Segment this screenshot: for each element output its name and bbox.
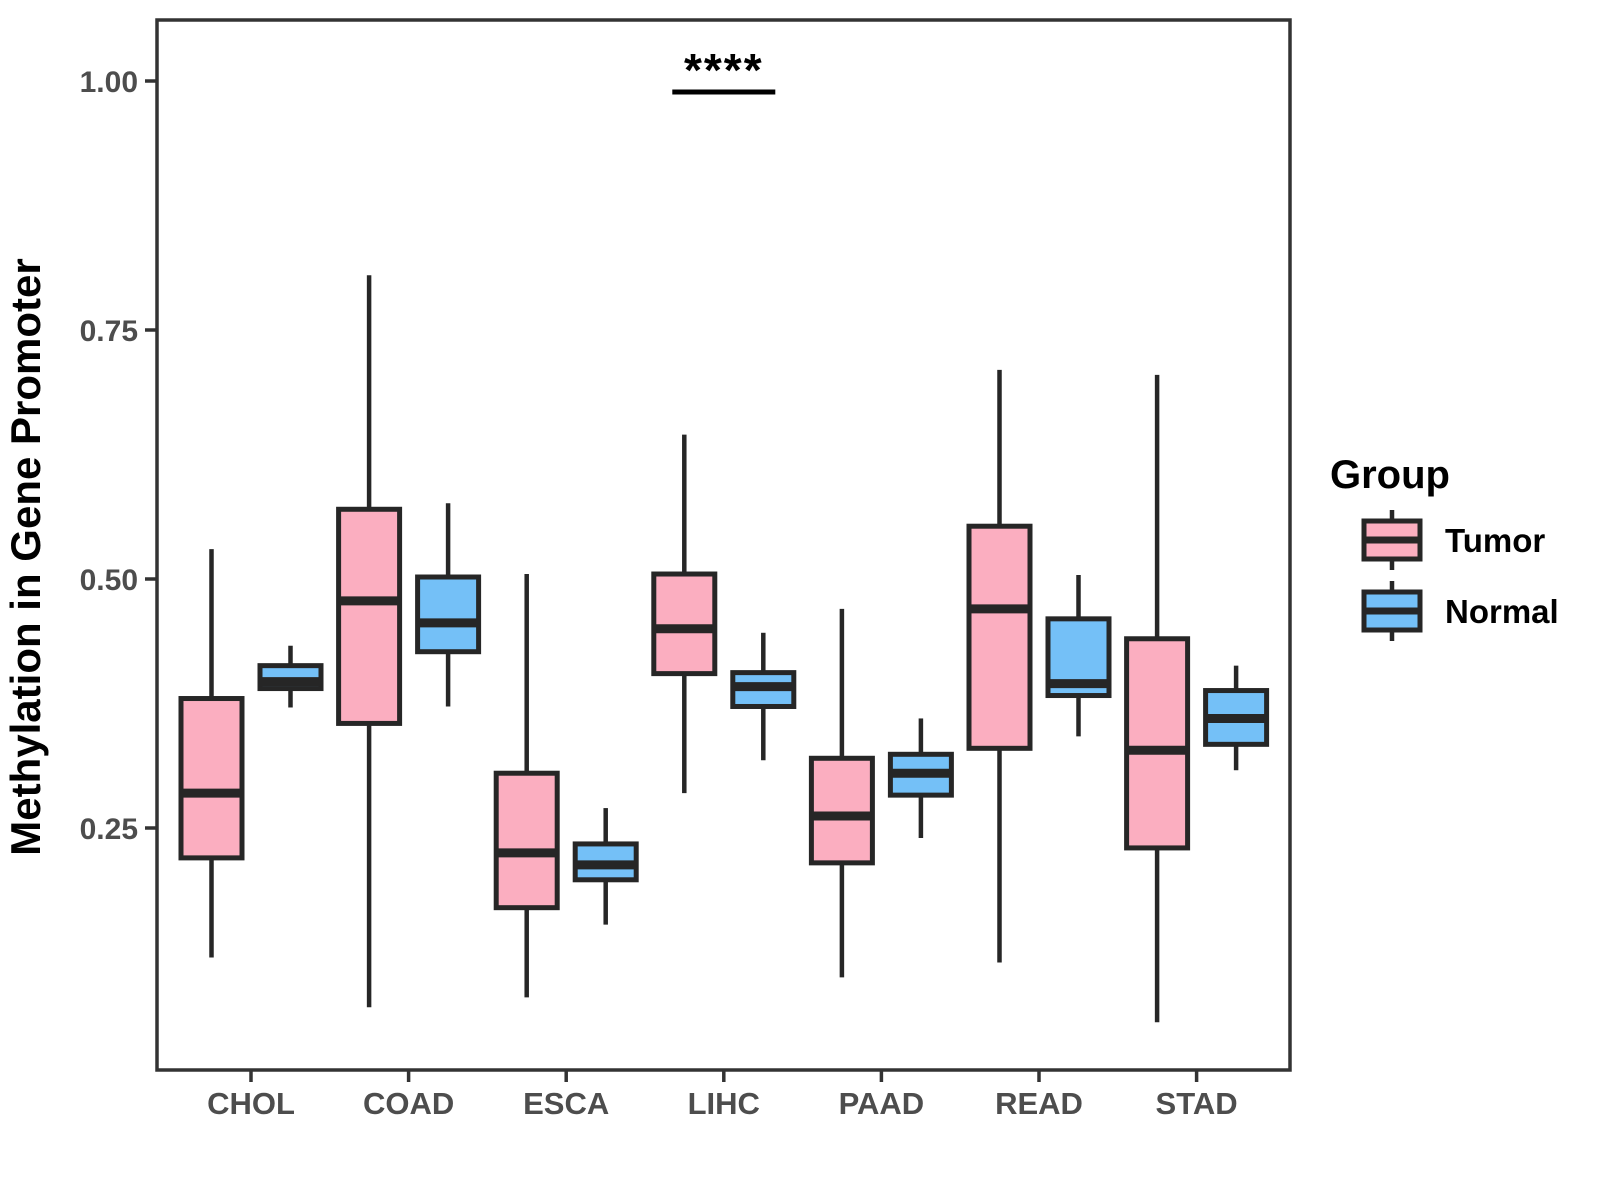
box-esca-tumor [493,770,560,911]
box-paad-tumor [808,755,875,866]
x-tick-label-coad: COAD [363,1086,454,1121]
y-tick-label: 0.75 [80,315,138,348]
x-tick-label-chol: CHOL [207,1086,295,1121]
box-coad-tumor [336,506,403,726]
box-chol-tumor [178,696,245,861]
y-axis-title: Methylation in Gene Promoter [2,258,49,855]
x-tick-label-lihc: LIHC [688,1086,760,1121]
significance-stars-lihc: **** [684,44,764,96]
x-tick-label-stad: STAD [1156,1086,1238,1121]
y-tick-label: 0.25 [80,813,138,846]
plot-panel-border [155,18,1292,1072]
box-read-tumor [966,523,1033,751]
box-lihc-tumor [651,571,718,677]
box-stad-tumor [1124,636,1191,851]
x-tick-label-read: READ [995,1086,1083,1121]
legend-label-tumor: Tumor [1445,522,1545,559]
x-tick-label-paad: PAAD [839,1086,925,1121]
legend-title: Group [1330,453,1450,497]
y-tick-label: 0.50 [80,564,138,597]
y-tick-label: 1.00 [80,66,138,99]
x-tick-label-esca: ESCA [523,1086,609,1121]
legend-label-normal: Normal [1445,593,1559,630]
box-coad-normal [415,574,482,655]
